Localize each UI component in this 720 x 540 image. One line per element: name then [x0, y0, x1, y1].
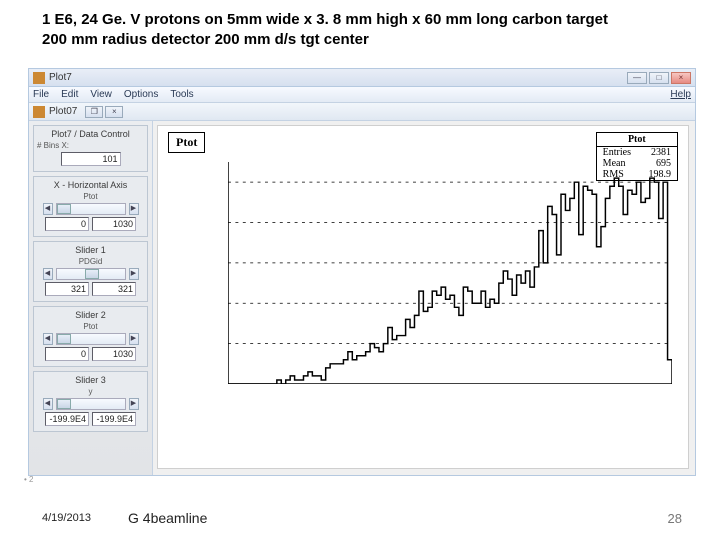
slider3-track[interactable] [56, 398, 126, 410]
menu-edit[interactable]: Edit [61, 89, 78, 100]
app-icon [33, 72, 45, 84]
footer-date: 4/19/2013 [42, 512, 91, 524]
stats-title: Ptot [597, 133, 677, 147]
slider2-label: Slider 2 [37, 310, 144, 320]
stats-entries-label: Entries [603, 147, 631, 158]
slide-title-line2: 200 mm radius detector 200 mm d/s tgt ce… [42, 31, 369, 48]
subwin-close-button[interactable]: × [105, 106, 123, 118]
plot-svg: 0100200300400500600700800900100001020304… [228, 162, 672, 384]
slider1-arrow-left[interactable]: ◀ [43, 268, 53, 280]
subwindow-header: Plot07 ❐ × [29, 103, 695, 121]
subwin-restore-button[interactable]: ❐ [85, 106, 103, 118]
app-window: Plot7 — □ × File Edit View Options Tools… [28, 68, 696, 476]
plot-title: Ptot [168, 132, 205, 153]
slider3-label: Slider 3 [37, 375, 144, 385]
slider1-arrow-right[interactable]: ▶ [129, 268, 139, 280]
slider2-from-input[interactable] [45, 347, 89, 361]
maximize-button[interactable]: □ [649, 72, 669, 84]
plot-area: Ptot Ptot Entries2381 Mean695 RMS198.9 0… [153, 121, 695, 475]
slide-title-line1: 1 E6, 24 Ge. V protons on 5mm wide x 3. … [42, 11, 608, 28]
slide-title: 1 E6, 24 Ge. V protons on 5mm wide x 3. … [42, 10, 682, 49]
plot-canvas[interactable]: Ptot Ptot Entries2381 Mean695 RMS198.9 0… [157, 125, 689, 469]
slider3-from-input[interactable] [45, 412, 89, 426]
close-button[interactable]: × [671, 72, 691, 84]
slider1-track[interactable] [56, 268, 126, 280]
xaxis-label: X - Horizontal Axis [37, 180, 144, 190]
menubar: File Edit View Options Tools Help [29, 87, 695, 103]
slider3-to-input[interactable] [92, 412, 136, 426]
subwindow-title: Plot07 [49, 106, 77, 117]
stats-entries-value: 2381 [651, 147, 671, 158]
slider2-arrow-right[interactable]: ▶ [129, 333, 139, 345]
slider2-to-input[interactable] [92, 347, 136, 361]
slider1-from-input[interactable] [45, 282, 89, 296]
slider3-arrow-left[interactable]: ◀ [43, 398, 53, 410]
window-title: Plot7 [49, 72, 627, 83]
titlebar[interactable]: Plot7 — □ × [29, 69, 695, 87]
slider3-arrow-right[interactable]: ▶ [129, 398, 139, 410]
xaxis-arrow-left[interactable]: ◀ [43, 203, 53, 215]
slider1-section: Slider 1 PDGid ◀ ▶ [33, 241, 148, 302]
menu-file[interactable]: File [33, 89, 49, 100]
xaxis-arrow-right[interactable]: ▶ [129, 203, 139, 215]
footer-label: G 4beamline [128, 510, 207, 526]
slider1-to-input[interactable] [92, 282, 136, 296]
sidebar: Plot7 / Data Control # Bins X: X - Horiz… [29, 121, 153, 475]
xaxis-slider[interactable] [56, 203, 126, 215]
data-control-section: Plot7 / Data Control # Bins X: [33, 125, 148, 172]
data-control-title: Plot7 / Data Control [37, 129, 144, 139]
content-area: Plot7 / Data Control # Bins X: X - Horiz… [29, 121, 695, 475]
xaxis-var: Ptot [37, 192, 144, 201]
slider2-var: Ptot [37, 322, 144, 331]
menu-options[interactable]: Options [124, 89, 158, 100]
slider1-var: PDGid [37, 257, 144, 266]
slider2-track[interactable] [56, 333, 126, 345]
slider3-var: y [37, 387, 144, 396]
footer-page: 28 [668, 511, 682, 526]
bins-label: # Bins X: [37, 141, 69, 150]
menu-tools[interactable]: Tools [170, 89, 193, 100]
xaxis-to-input[interactable] [92, 217, 136, 231]
minimize-button[interactable]: — [627, 72, 647, 84]
xaxis-section: X - Horizontal Axis Ptot ◀ ▶ [33, 176, 148, 237]
menu-help[interactable]: Help [670, 89, 691, 100]
bins-input[interactable] [61, 152, 121, 166]
slider2-section: Slider 2 Ptot ◀ ▶ [33, 306, 148, 367]
bullet-dot: • 2 [24, 475, 33, 484]
xaxis-from-input[interactable] [45, 217, 89, 231]
subwindow-icon [33, 106, 45, 118]
menu-view[interactable]: View [90, 89, 112, 100]
slider2-arrow-left[interactable]: ◀ [43, 333, 53, 345]
slider1-label: Slider 1 [37, 245, 144, 255]
slider3-section: Slider 3 y ◀ ▶ [33, 371, 148, 432]
